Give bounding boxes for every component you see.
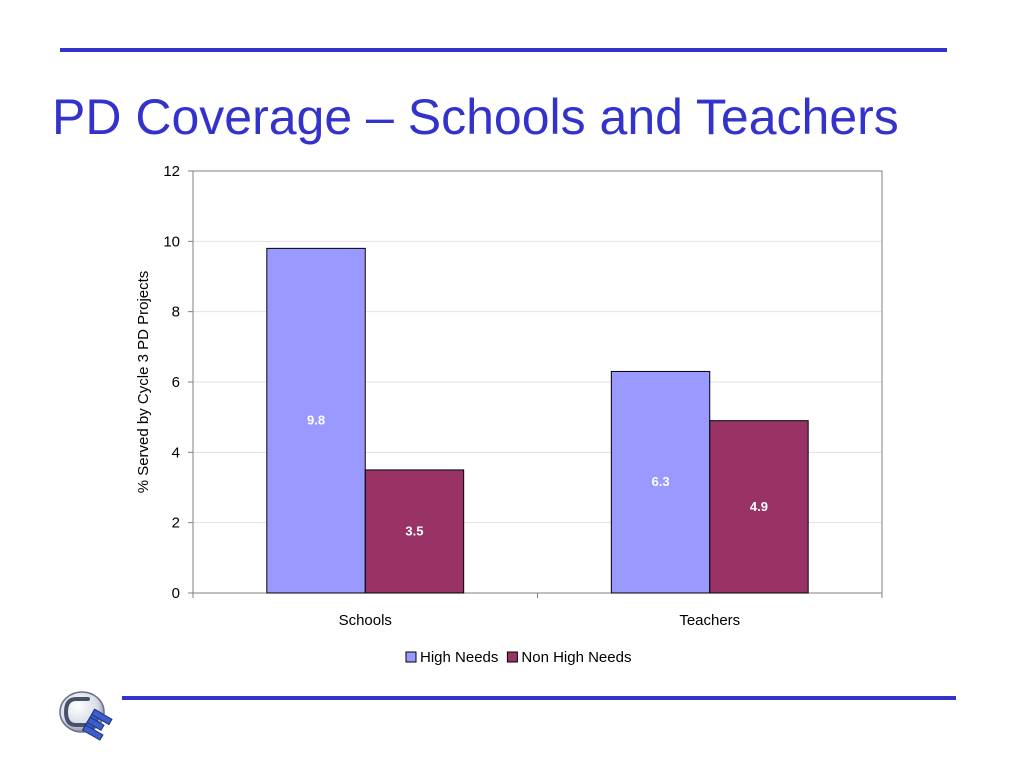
chart-bars: 9.8 3.5 6.3 4.9: [266, 247, 809, 594]
bottom-rule: [122, 696, 956, 700]
top-rule: [60, 48, 947, 52]
bar-high-needs-schools: [266, 247, 366, 594]
legend-swatch: [405, 651, 417, 663]
x-tick-label: Schools: [339, 612, 392, 629]
legend-label: Non High Needs: [521, 649, 631, 666]
ce-logo-icon: [59, 691, 113, 741]
data-label: 4.9: [750, 499, 768, 514]
bar-non-high-needs-teachers: [709, 420, 809, 594]
legend-label: High Needs: [420, 649, 498, 666]
y-tick-label: 10: [163, 233, 180, 250]
bar-non-high-needs-schools: [364, 469, 465, 594]
y-tick-label: 6: [172, 374, 180, 391]
data-label: 6.3: [651, 474, 669, 489]
y-axis-ticks: 0 2 4 6 8 10 12: [163, 163, 193, 602]
legend-swatch: [506, 651, 518, 663]
x-tick-label: Teachers: [679, 612, 740, 629]
y-tick-label: 8: [172, 304, 180, 321]
y-axis-label: % Served by Cycle 3 PD Projects: [135, 271, 152, 494]
y-tick-label: 12: [163, 163, 180, 180]
y-tick-label: 4: [172, 444, 180, 461]
slide-title: PD Coverage – Schools and Teachers: [52, 89, 899, 145]
bar-chart: 0 2 4 6 8 10 12 9.8 3.5 6.3 4.9 Schools Teachers %…: [135, 163, 883, 666]
x-axis-labels: Schools Teachers: [192, 593, 883, 629]
chart-legend: High Needs Non High Needs: [405, 649, 631, 666]
data-label: 3.5: [405, 523, 423, 538]
data-label: 9.8: [307, 413, 325, 428]
y-tick-label: 0: [172, 585, 180, 602]
y-tick-label: 2: [172, 515, 180, 532]
